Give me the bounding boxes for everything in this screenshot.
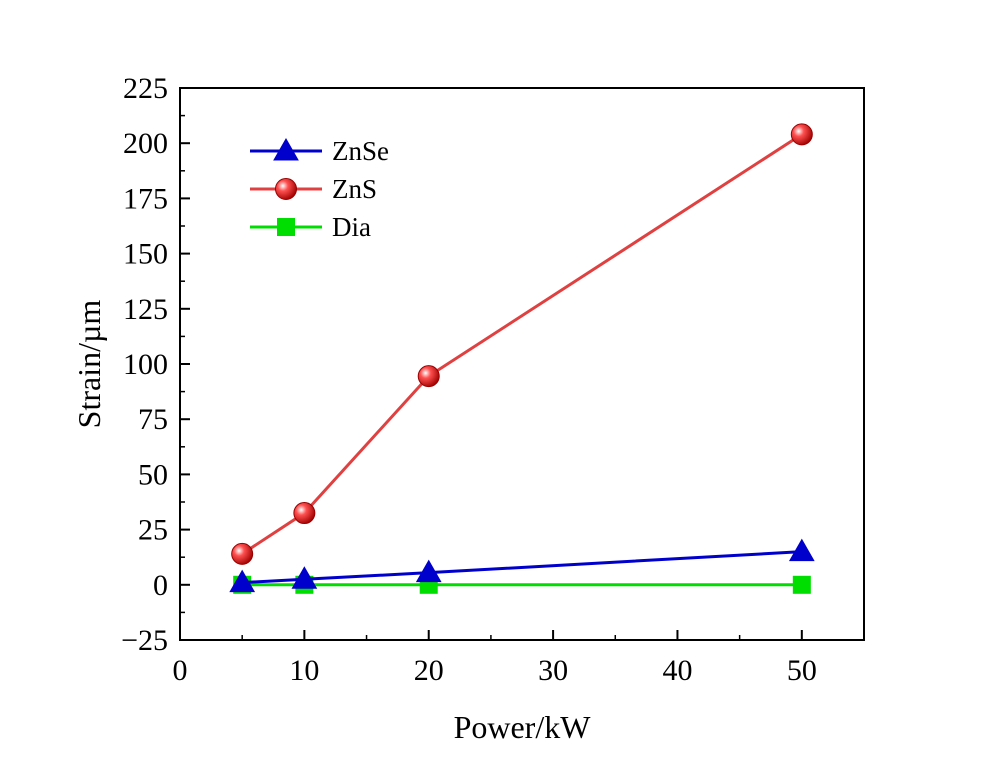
x-tick-label: 20 — [414, 654, 444, 687]
legend-label-zns: ZnS — [332, 174, 377, 204]
data-point-dia — [792, 575, 811, 594]
y-tick-label: 75 — [138, 403, 168, 436]
legend: ZnSe ZnS Dia — [250, 136, 389, 242]
y-axis-title: Strain/µm — [71, 300, 107, 429]
legend-label-znse: ZnSe — [332, 136, 389, 166]
legend-marker-dia — [277, 218, 295, 236]
y-tick-label: 125 — [123, 293, 168, 326]
x-axis-title: Power/kW — [454, 709, 592, 745]
x-tick-label: 0 — [173, 654, 188, 687]
y-axis: −25 0 25 50 75 100 125 150 175 200 225 — [121, 72, 190, 657]
series-line-zns — [241, 133, 803, 556]
y-tick-label: 100 — [123, 348, 168, 381]
y-tick-label: 0 — [153, 569, 168, 602]
x-tick-label: 50 — [787, 654, 817, 687]
y-tick-label: 50 — [138, 458, 168, 491]
series-line-znse — [242, 550, 802, 585]
data-point-zns — [231, 542, 254, 565]
legend-marker-zns — [275, 178, 297, 200]
plot-frame — [179, 87, 865, 641]
data-point-znse — [788, 538, 815, 562]
x-axis: 0 10 20 30 40 50 — [173, 630, 817, 687]
data-point-znse — [415, 559, 442, 583]
legend-label-dia: Dia — [332, 212, 371, 242]
y-tick-label: 150 — [123, 238, 168, 271]
x-tick-label: 30 — [538, 654, 568, 687]
x-tick-label: 10 — [289, 654, 319, 687]
data-point-znse — [229, 569, 256, 593]
y-tick-label: 225 — [123, 72, 168, 105]
data-point-zns — [790, 123, 813, 146]
y-tick-label: 200 — [123, 127, 168, 160]
y-tick-label: 25 — [138, 514, 168, 547]
data-point-znse — [291, 566, 318, 589]
legend-marker-znse — [273, 137, 299, 161]
data-point-zns — [417, 365, 440, 388]
y-tick-label: 175 — [123, 182, 168, 215]
y-tick-label: −25 — [121, 624, 168, 657]
series-layer — [229, 123, 815, 594]
x-tick-label: 40 — [662, 654, 692, 687]
data-point-zns — [293, 502, 316, 525]
